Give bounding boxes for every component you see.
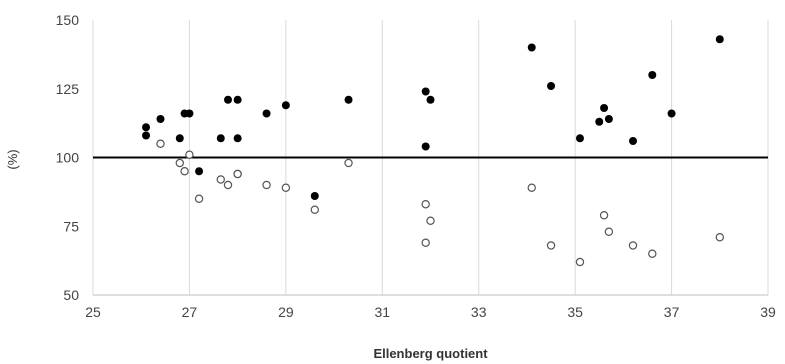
filled-point-16 xyxy=(421,142,430,151)
hollow-point-0 xyxy=(156,139,165,148)
filled-point-11 xyxy=(262,109,271,118)
hollow-point-1 xyxy=(175,158,184,168)
filled-point-2 xyxy=(156,115,165,123)
filled-point-20 xyxy=(575,134,584,143)
filled-point-15 xyxy=(421,87,430,96)
x-tick-37: 37 xyxy=(664,304,680,320)
y-tick-50: 50 xyxy=(63,287,79,303)
hollow-point-5 xyxy=(216,175,225,184)
hollow-point-3 xyxy=(185,150,194,159)
filled-point-21 xyxy=(595,117,604,126)
x-tick-39: 39 xyxy=(760,304,776,320)
x-tick-labels: 25 27 29 31 33 35 37 39 xyxy=(85,304,776,320)
filled-point-8 xyxy=(224,95,232,104)
y-tick-125: 125 xyxy=(56,81,80,97)
filled-point-24 xyxy=(629,137,637,145)
hollow-point-12 xyxy=(344,158,353,168)
hollow-point-4 xyxy=(194,194,204,203)
filled-point-7 xyxy=(216,134,225,143)
filled-point-5 xyxy=(185,109,194,118)
filled-point-26 xyxy=(667,109,676,118)
x-tick-35: 35 xyxy=(567,304,583,320)
filled-point-17 xyxy=(426,95,435,104)
x-tick-27: 27 xyxy=(182,304,198,320)
hollow-point-18 xyxy=(575,257,585,267)
x-tick-33: 33 xyxy=(471,304,487,320)
hollow-point-19 xyxy=(599,211,609,220)
x-axis-title: Ellenberg quotient xyxy=(373,346,488,361)
filled-point-19 xyxy=(547,82,556,90)
filled-point-14 xyxy=(344,95,353,104)
filled-point-0 xyxy=(142,123,151,132)
filled-point-12 xyxy=(281,101,290,110)
filled-point-18 xyxy=(527,43,536,52)
y-tick-labels: 50 75 100 125 150 xyxy=(56,12,80,303)
hollow-point-10 xyxy=(281,183,291,192)
hollow-point-20 xyxy=(604,227,614,236)
x-tick-25: 25 xyxy=(85,304,101,320)
filled-point-9 xyxy=(233,95,242,104)
filled-point-10 xyxy=(233,134,242,143)
x-tick-31: 31 xyxy=(374,304,390,320)
filled-point-1 xyxy=(142,131,151,140)
hollow-point-23 xyxy=(715,233,724,242)
y-tick-75: 75 xyxy=(63,218,79,234)
hollow-point-11 xyxy=(310,205,319,214)
filled-point-22 xyxy=(600,104,609,112)
data-points xyxy=(142,35,724,267)
hollow-point-9 xyxy=(262,180,271,190)
filled-point-27 xyxy=(715,35,724,44)
filled-point-13 xyxy=(310,192,319,200)
filled-point-6 xyxy=(195,167,204,176)
hollow-point-8 xyxy=(233,169,242,179)
hollow-point-2 xyxy=(180,167,189,176)
hollow-point-21 xyxy=(628,241,638,250)
hollow-point-16 xyxy=(527,183,536,192)
hollow-point-6 xyxy=(223,180,233,190)
filled-point-25 xyxy=(648,71,657,79)
filled-point-23 xyxy=(604,115,613,123)
filled-point-3 xyxy=(175,134,184,143)
hollow-point-15 xyxy=(421,238,430,247)
y-axis-title: (%) xyxy=(5,149,20,169)
y-tick-150: 150 xyxy=(56,12,80,28)
hollow-point-17 xyxy=(546,241,556,250)
y-tick-100: 100 xyxy=(56,150,80,166)
hollow-point-13 xyxy=(421,200,430,209)
hollow-point-14 xyxy=(426,216,435,225)
hollow-point-22 xyxy=(648,249,657,258)
x-tick-29: 29 xyxy=(278,304,294,320)
